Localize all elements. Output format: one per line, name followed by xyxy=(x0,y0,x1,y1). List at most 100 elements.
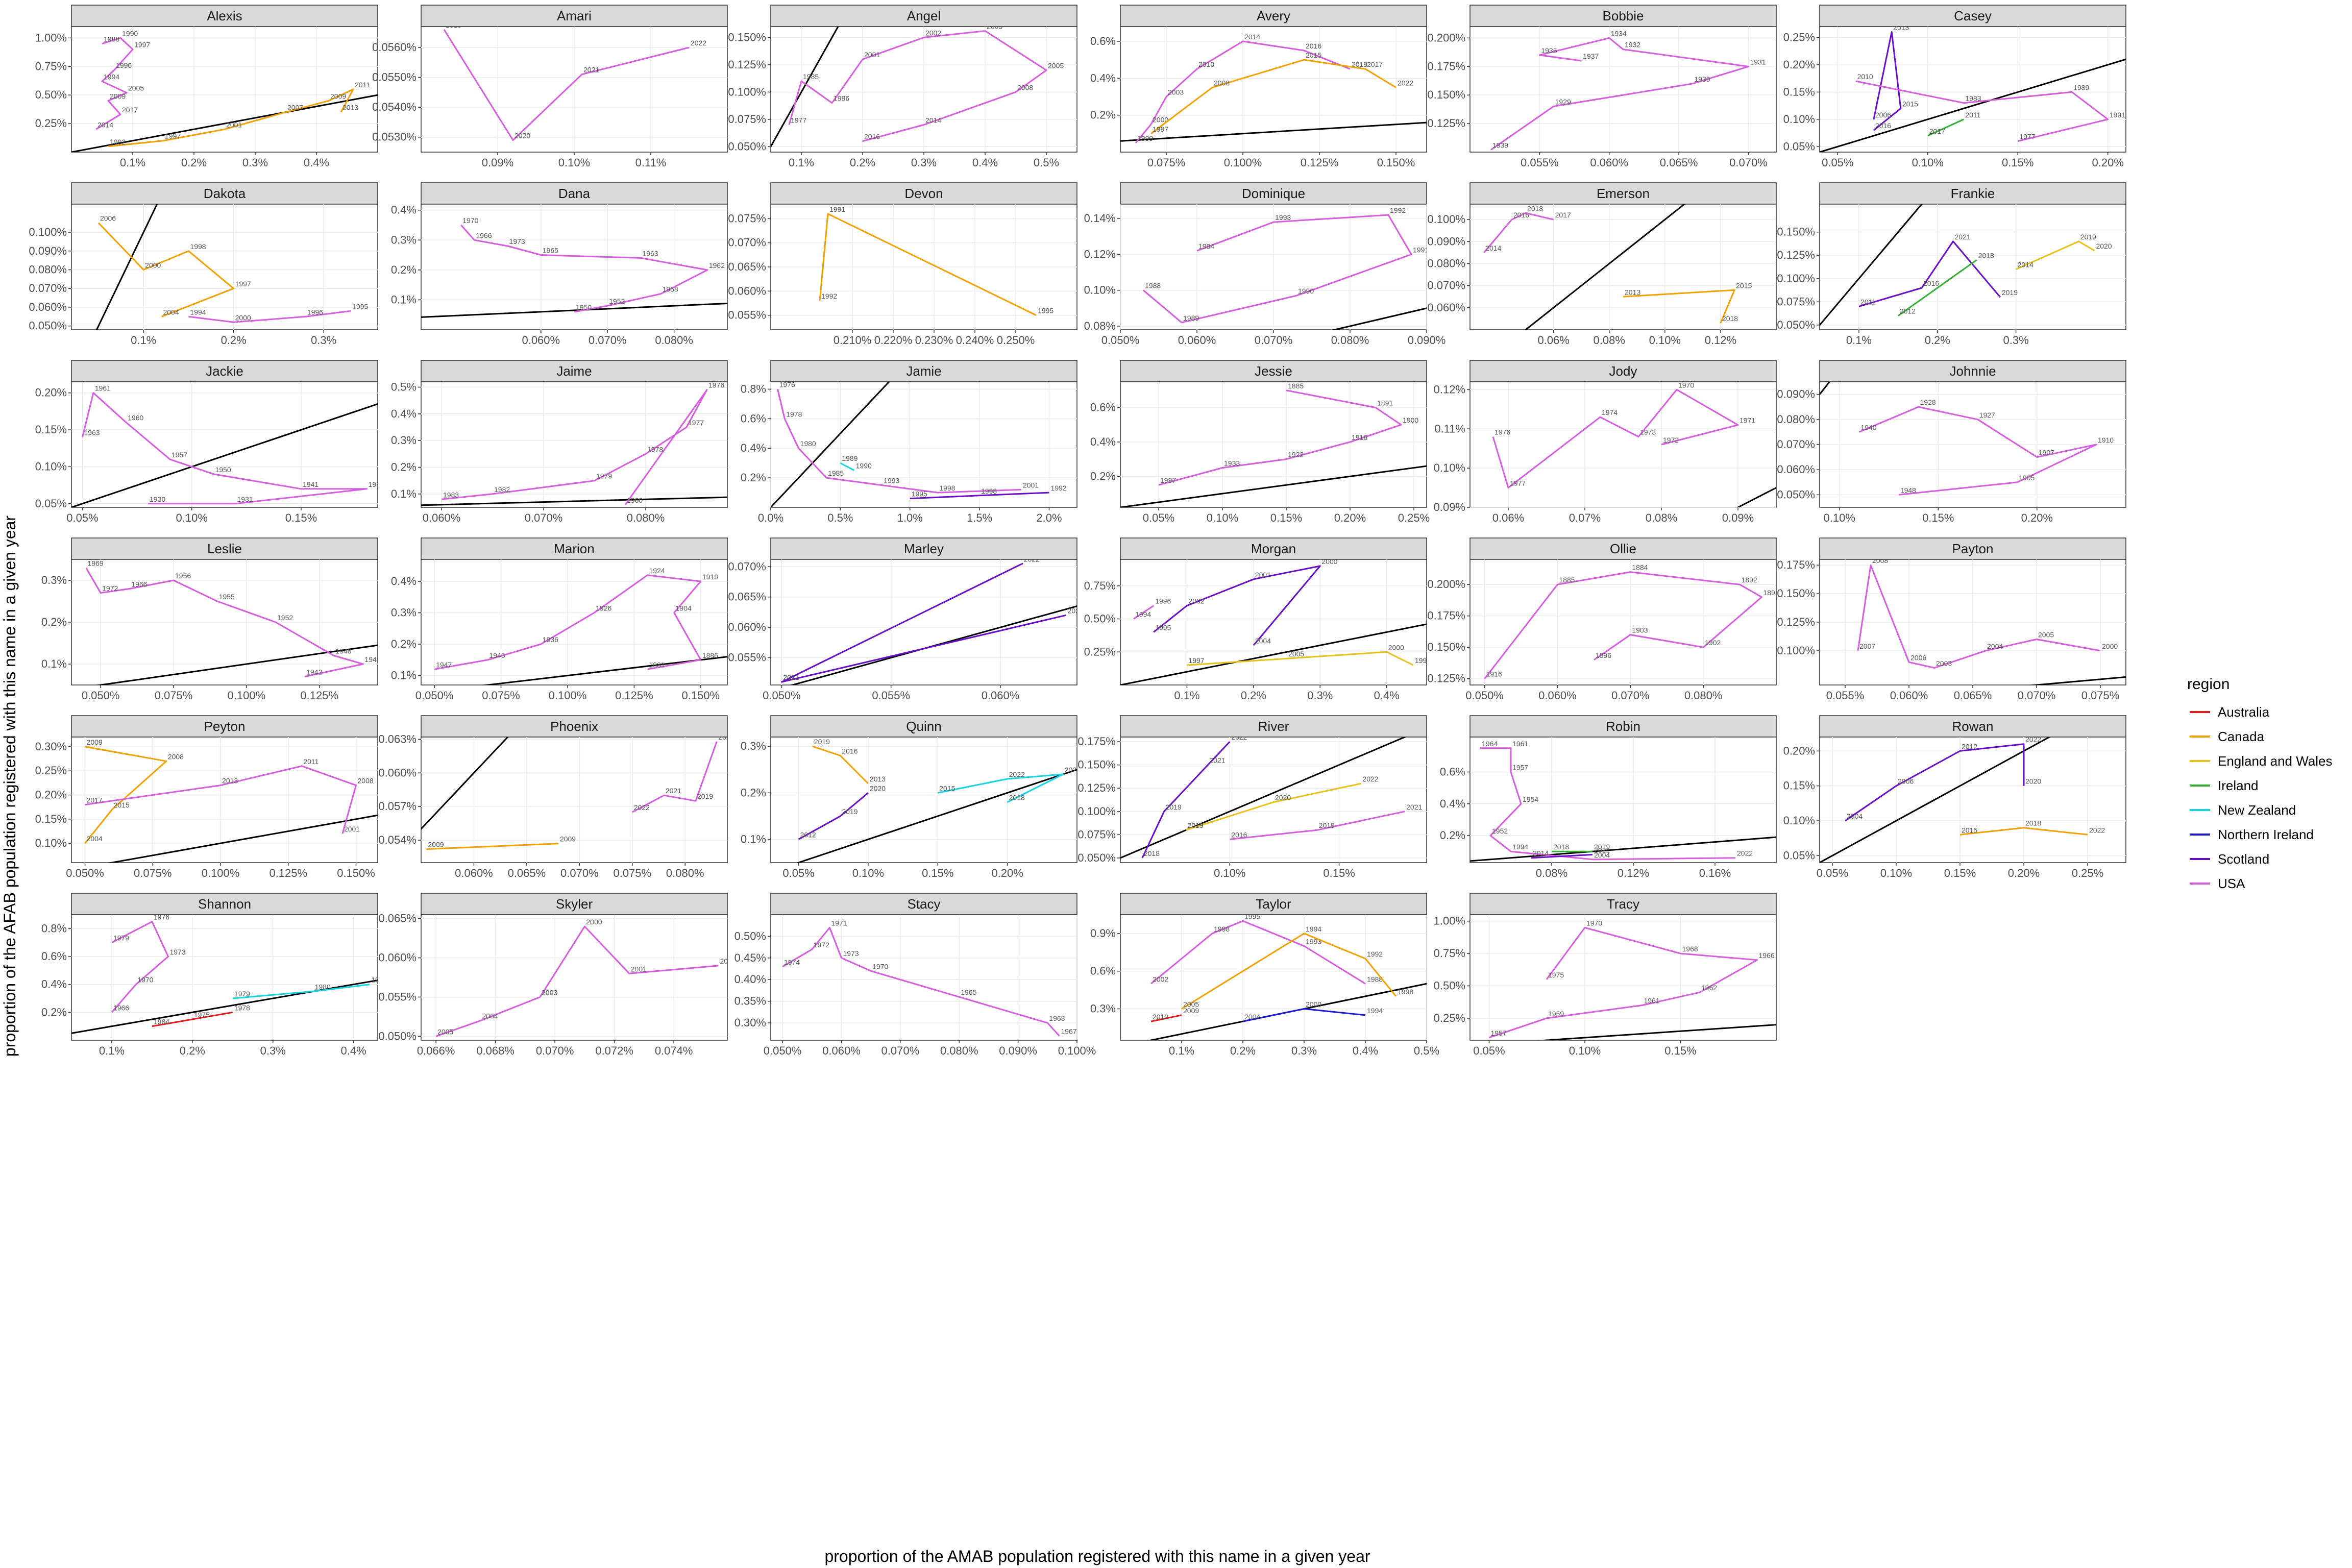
y-tick-label: 0.3% xyxy=(41,574,67,586)
plot-content: 2019 2020 2021 2022 xyxy=(443,27,706,141)
reference-line xyxy=(1147,983,1427,1040)
year-label: 1924 xyxy=(649,567,665,575)
year-label: 2015 xyxy=(1736,281,1752,289)
y-tick-label: 0.050% xyxy=(29,320,67,332)
y-tick-label: 0.150% xyxy=(1427,88,1465,101)
x-tick-label: 0.3% xyxy=(260,1044,286,1057)
year-label: 2002 xyxy=(1188,597,1204,605)
year-label: 2000 xyxy=(2102,642,2118,650)
facet-panel: Jody 0.06% 0.07% 0.08% 0.09% 0.09% 0.10% 0.11% 0… xyxy=(1434,360,1777,524)
series-line xyxy=(938,773,1064,803)
x-tick-label: 0.125% xyxy=(300,689,338,702)
year-label: 2013 xyxy=(870,775,886,783)
year-label: 1990 xyxy=(856,462,872,470)
year-label: 1970 xyxy=(1586,919,1602,927)
y-tick-label: 0.4% xyxy=(391,407,416,420)
series-line xyxy=(1927,118,1965,137)
year-label: 1905 xyxy=(2019,474,2035,482)
series-line xyxy=(1490,37,1749,151)
facet-strip xyxy=(1819,537,2126,560)
x-tick-label: 0.10% xyxy=(176,511,208,524)
x-tick-label: 0.10% xyxy=(1880,867,1912,879)
year-label: 1885 xyxy=(1559,576,1575,584)
facet-panel: Ollie 0.050% 0.060% 0.070% 0.080% 0.125% 0.150… xyxy=(1427,537,1777,702)
x-tick-label: 0.15% xyxy=(1664,1044,1696,1057)
series-line xyxy=(460,225,708,313)
plot-content: 1970 1966 1973 1965 1963 1962 1958 1952 1950 xyxy=(421,216,727,318)
x-tick-label: 0.060% xyxy=(822,1044,861,1057)
year-label: 1994 xyxy=(104,72,119,81)
plot-content: 1979 1976 1973 1970 1966 1979 1980 1977 1984 1975… xyxy=(71,915,378,1034)
year-label: 1988 xyxy=(104,35,119,43)
facet-strip-label: Peyton xyxy=(204,719,246,734)
year-label: 1919 xyxy=(702,573,718,581)
legend-label: USA xyxy=(2218,876,2245,891)
x-tick-label: 0.2% xyxy=(221,334,247,347)
x-tick-label: 0.05% xyxy=(1822,156,1853,169)
year-label: 1928 xyxy=(1920,398,1936,406)
x-tick-label: 1.0% xyxy=(897,511,923,524)
facet-panel: Quinn 0.05% 0.10% 0.15% 0.20% 0.1% 0.2% 0.3% 201… xyxy=(741,715,1077,879)
year-label: 2022 xyxy=(2089,826,2105,834)
year-label: 1992 xyxy=(1050,484,1066,492)
year-label: 2009 xyxy=(330,92,346,100)
x-tick-label: 0.075% xyxy=(613,867,651,879)
year-label: 1985 xyxy=(803,72,819,81)
facet-strip xyxy=(770,360,1077,382)
y-tick-label: 0.8% xyxy=(41,922,67,935)
series-line xyxy=(95,37,134,130)
year-label: 1973 xyxy=(169,948,185,956)
reference-line xyxy=(1470,836,1776,862)
series-line xyxy=(1484,571,1762,679)
year-label: 1970 xyxy=(1678,381,1694,389)
facet-panel: Leslie 0.050% 0.075% 0.100% 0.125% 0.1% 0.2% 0.… xyxy=(41,537,378,702)
facet-strip xyxy=(71,360,378,382)
x-tick-label: 0.15% xyxy=(1922,511,1954,524)
x-tick-label: 0.075% xyxy=(482,689,520,702)
plot-content: 1995 2002 2001 2000 2004 1997 2005 2000 1999 1994… xyxy=(1120,559,1427,685)
reference-line xyxy=(71,979,378,1034)
year-label: 1969 xyxy=(88,559,104,567)
year-label: 1947 xyxy=(436,660,452,669)
year-label: 1886 xyxy=(702,651,718,659)
series-line xyxy=(1845,743,2025,822)
year-label: 1989 xyxy=(2073,83,2089,91)
y-tick-label: 0.08% xyxy=(1084,320,1116,332)
x-tick-label: 0.10% xyxy=(1824,511,1855,524)
x-tick-label: 0.4% xyxy=(1374,689,1400,702)
year-label: 2011 xyxy=(303,757,318,766)
year-label: 1979 xyxy=(596,472,612,480)
year-label: 1979 xyxy=(113,934,129,942)
year-label: 1968 xyxy=(1049,1014,1065,1022)
year-label: 2001 xyxy=(344,825,360,833)
year-label: 1910 xyxy=(2098,436,2114,444)
year-label: 2019 xyxy=(2080,233,2096,241)
series-line xyxy=(188,310,351,323)
y-tick-label: 0.0540% xyxy=(372,101,416,113)
facet-strip-label: Taylor xyxy=(1256,896,1291,912)
year-label: 2022 xyxy=(2025,736,2041,744)
x-tick-label: 0.20% xyxy=(1334,511,1366,524)
y-tick-label: 0.15% xyxy=(1783,85,1815,98)
year-label: 2016 xyxy=(1875,121,1891,130)
y-tick-label: 0.75% xyxy=(1434,947,1465,960)
facet-panel: Devon 0.210% 0.220% 0.230% 0.240% 0.250% 0.055… xyxy=(728,182,1077,347)
y-tick-label: 0.2% xyxy=(1090,109,1116,121)
reference-line xyxy=(421,737,509,830)
x-tick-label: 0.150% xyxy=(337,867,375,879)
year-label: 2019 xyxy=(2002,288,2018,297)
year-label: 2004 xyxy=(1244,1013,1260,1021)
x-tick-label: 0.100% xyxy=(228,689,266,702)
legend-item: Ireland xyxy=(2190,778,2259,793)
x-tick-label: 0.060% xyxy=(423,511,461,524)
year-label: 1994 xyxy=(1135,610,1151,619)
facet-strip-label: Casey xyxy=(1954,8,1992,23)
year-label: 1994 xyxy=(1512,843,1528,851)
y-tick-label: 0.055% xyxy=(728,309,766,322)
y-tick-label: 1.00% xyxy=(1434,915,1465,927)
series-line xyxy=(910,492,1049,500)
year-label: 1907 xyxy=(2039,449,2054,457)
x-tick-label: 0.11% xyxy=(635,156,667,169)
year-label: 1892 xyxy=(1742,576,1757,584)
year-label: 2015 xyxy=(939,784,955,792)
